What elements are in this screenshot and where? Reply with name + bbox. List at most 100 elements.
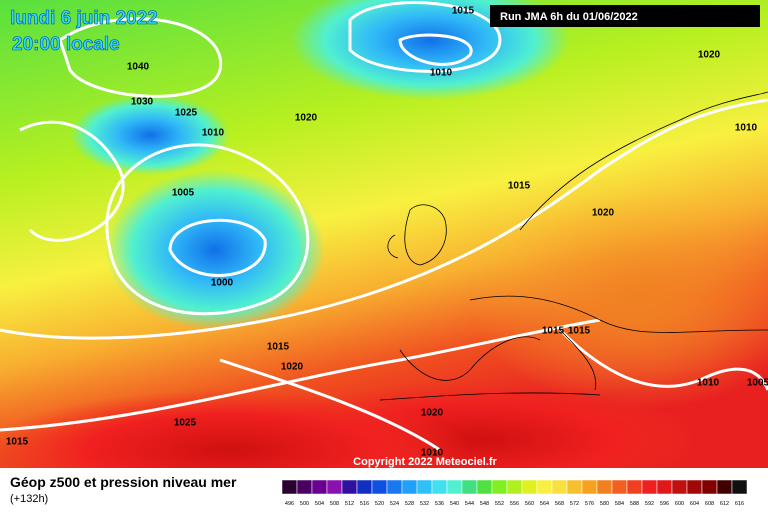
colorbar-label: 512 bbox=[345, 501, 354, 507]
colorbar-label: 544 bbox=[465, 501, 474, 507]
color-swatch bbox=[521, 479, 538, 495]
colorbar-label: 552 bbox=[495, 501, 504, 507]
colorbar-label: 500 bbox=[300, 501, 309, 507]
coastlines bbox=[379, 91, 768, 401]
isobar-label: 1040 bbox=[127, 62, 150, 73]
isobar-label: 1010 bbox=[430, 68, 453, 79]
colorbar-label: 496 bbox=[285, 501, 294, 507]
color-swatch bbox=[401, 479, 418, 495]
color-swatch bbox=[551, 479, 568, 495]
isobar-labels: 1040 1030 1025 1010 1005 1000 1015 1010 1020 1020… bbox=[6, 6, 768, 459]
isobar-label: 1025 bbox=[175, 108, 198, 119]
isobar-label: 1020 bbox=[281, 362, 304, 373]
isobar-label: 1005 bbox=[172, 188, 195, 199]
footer-lead: (+132h) bbox=[10, 493, 48, 505]
colorbar-label: 580 bbox=[600, 501, 609, 507]
colorbar-label: 564 bbox=[540, 501, 549, 507]
color-swatch bbox=[431, 479, 448, 495]
color-swatch bbox=[296, 479, 313, 495]
color-swatch bbox=[371, 479, 388, 495]
colorbar-label: 556 bbox=[510, 501, 519, 507]
isobar-label: 1020 bbox=[592, 208, 615, 219]
isobar-label: 1025 bbox=[174, 418, 197, 429]
color-swatch bbox=[641, 479, 658, 495]
copyright: Copyright 2022 Meteociel.fr bbox=[353, 456, 497, 468]
colorbar-label: 540 bbox=[450, 501, 459, 507]
colorbar-label: 588 bbox=[630, 501, 639, 507]
isobar-label: 1020 bbox=[698, 50, 721, 61]
colorbar-label: 516 bbox=[360, 501, 369, 507]
isobar-label: 1010 bbox=[697, 378, 720, 389]
color-swatch bbox=[446, 479, 463, 495]
isobar-label: 1010 bbox=[735, 123, 758, 134]
isobar-label: 1015 bbox=[568, 326, 591, 337]
isobar-label: 1015 bbox=[452, 6, 475, 17]
color-swatch bbox=[386, 479, 403, 495]
color-swatch bbox=[671, 479, 688, 495]
footer-title: Géop z500 et pression niveau mer bbox=[10, 474, 237, 490]
colorbar-label: 524 bbox=[390, 501, 399, 507]
isobar-label: 1015 bbox=[267, 342, 290, 353]
colorbar-label: 504 bbox=[315, 501, 324, 507]
color-swatch bbox=[566, 479, 583, 495]
low bbox=[105, 170, 325, 330]
colorbar-label: 520 bbox=[375, 501, 384, 507]
color-swatch bbox=[701, 479, 718, 495]
colorbar-label: 608 bbox=[705, 501, 714, 507]
colorbar-label: 536 bbox=[435, 501, 444, 507]
colorbar-label: 508 bbox=[330, 501, 339, 507]
isobar-label: 1015 bbox=[542, 326, 565, 337]
color-swatch bbox=[611, 479, 628, 495]
color-swatch bbox=[356, 479, 373, 495]
colorbar-label: 584 bbox=[615, 501, 624, 507]
run-label: Run JMA 6h du 01/06/2022 bbox=[500, 11, 638, 23]
color-swatch bbox=[281, 479, 298, 495]
isobar-label: 1015 bbox=[6, 437, 29, 448]
isobar-label: 1020 bbox=[295, 113, 318, 124]
colorbar-label: 528 bbox=[405, 501, 414, 507]
isobar-label: 1010 bbox=[421, 448, 444, 459]
isobar-label: 1000 bbox=[211, 278, 234, 289]
colorbar-label: 596 bbox=[660, 501, 669, 507]
colorbar-label: 532 bbox=[420, 501, 429, 507]
isobar-label: 1015 bbox=[508, 181, 531, 192]
colorbar: 496 500 504 508 512 516 520 524 528 532 536 540 544 5… bbox=[281, 479, 748, 507]
colorbar-label: 568 bbox=[555, 501, 564, 507]
colorbar-label: 600 bbox=[675, 501, 684, 507]
color-swatch bbox=[716, 479, 733, 495]
colorbar-label: 576 bbox=[585, 501, 594, 507]
colorbar-label: 604 bbox=[690, 501, 699, 507]
run-box bbox=[490, 5, 760, 27]
color-swatch bbox=[341, 479, 358, 495]
time: 20:00 locale bbox=[12, 34, 120, 55]
color-swatch bbox=[326, 479, 343, 495]
isobars bbox=[0, 1, 768, 452]
color-swatch bbox=[506, 479, 523, 495]
isobar-label: 1020 bbox=[421, 408, 444, 419]
date: lundi 6 juin 2022 bbox=[10, 8, 158, 29]
color-swatch bbox=[581, 479, 598, 495]
colorbar-label: 572 bbox=[570, 501, 579, 507]
color-swatch bbox=[491, 479, 508, 495]
color-swatch bbox=[311, 479, 328, 495]
color-swatch bbox=[536, 479, 553, 495]
color-swatch bbox=[686, 479, 703, 495]
isobar-label: 1005 bbox=[747, 378, 768, 389]
colorbar-label: 548 bbox=[480, 501, 489, 507]
warm bbox=[470, 190, 768, 410]
color-swatch bbox=[656, 479, 673, 495]
color-swatch bbox=[476, 479, 493, 495]
color-swatch bbox=[461, 479, 478, 495]
color-swatch bbox=[596, 479, 613, 495]
colorbar-label: 592 bbox=[645, 501, 654, 507]
isobar-label: 1010 bbox=[202, 128, 225, 139]
color-swatch bbox=[416, 479, 433, 495]
color-swatch bbox=[626, 479, 643, 495]
colorbar-label: 612 bbox=[720, 501, 729, 507]
color-swatch bbox=[731, 479, 748, 495]
colorbar-label: 616 bbox=[735, 501, 744, 507]
colorbar-label: 560 bbox=[525, 501, 534, 507]
isobar-label: 1030 bbox=[131, 97, 154, 108]
